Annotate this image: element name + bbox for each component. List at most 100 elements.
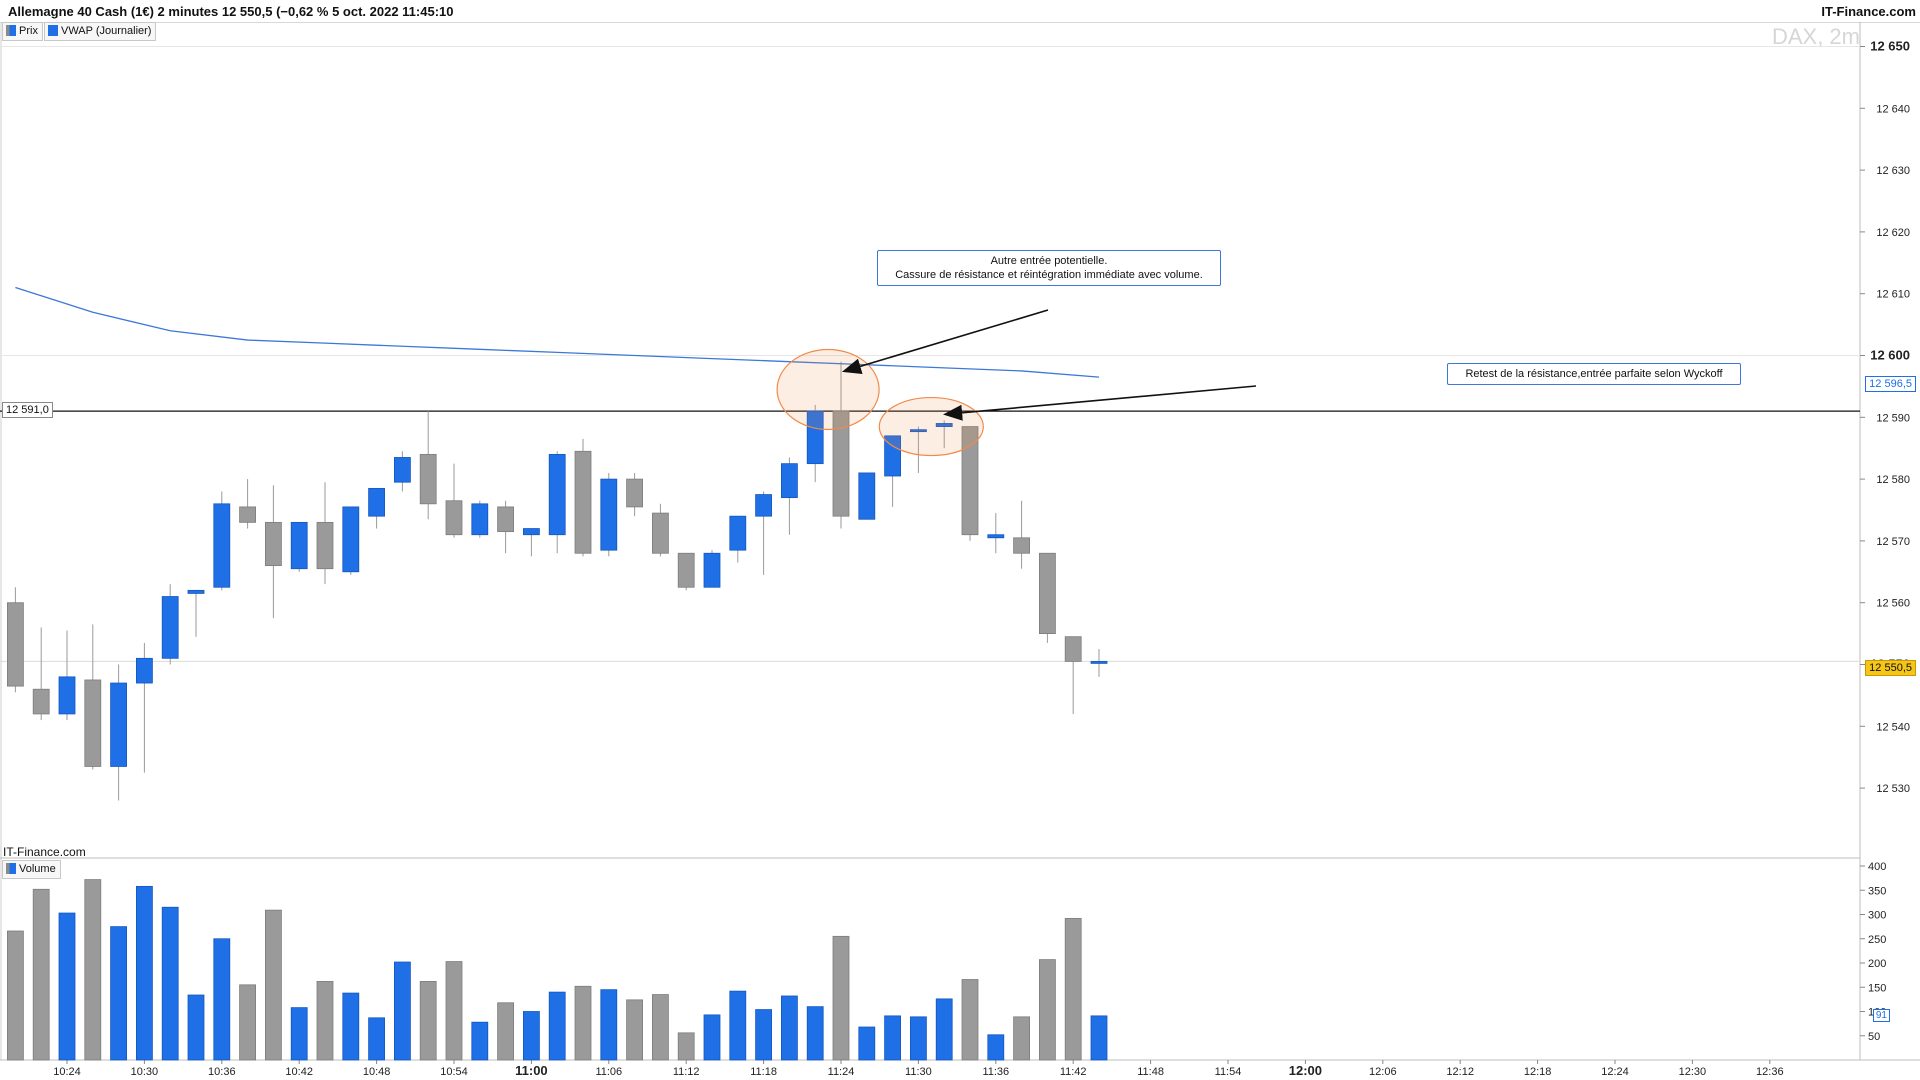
- time-tick-label: 11:06: [595, 1066, 622, 1078]
- volume-bar: [677, 1032, 695, 1061]
- last-price-tag: 12 550,5: [1865, 660, 1916, 676]
- legend-vwap-label: VWAP (Journalier): [61, 25, 152, 37]
- candle-body: [806, 410, 824, 465]
- candle-body: [84, 679, 102, 767]
- volume-bar: [497, 1002, 515, 1061]
- candle-body: [1039, 552, 1056, 635]
- candle-body: [497, 506, 515, 533]
- price-tick-label: 12 630: [1876, 165, 1910, 177]
- volume-icon: [6, 863, 16, 874]
- volume-bar: [935, 998, 953, 1061]
- volume-bar: [961, 979, 979, 1061]
- time-tick-label: 12:06: [1369, 1066, 1397, 1078]
- volume-bar: [290, 1007, 308, 1061]
- time-tick-label: 11:18: [750, 1066, 777, 1078]
- volume-bar: [213, 938, 231, 1061]
- time-tick-label: 11:54: [1215, 1066, 1242, 1078]
- candle-body: [110, 682, 127, 767]
- candle-body: [574, 450, 592, 554]
- volume-bar: [239, 984, 257, 1061]
- candle-body: [290, 521, 308, 570]
- volume-bar: [393, 961, 411, 1061]
- volume-bars: [7, 879, 1108, 1061]
- volume-bar: [600, 989, 618, 1061]
- legend-volume-label: Volume: [19, 863, 56, 875]
- volume-tick-label: 400: [1868, 861, 1886, 873]
- annotation-arrow-retest: [943, 385, 1257, 421]
- candle-body: [368, 487, 386, 517]
- candle-body: [832, 410, 850, 517]
- annotation-callout-retest[interactable]: Retest de la résistance,entrée parfaite …: [1447, 363, 1741, 385]
- volume-bar: [574, 985, 592, 1061]
- highlight-ellipse-breakout: [776, 348, 880, 431]
- price-tick-label: 12 620: [1876, 227, 1910, 239]
- time-axis: 10:24 10:30 10:36 10:42 10:48 10:54 11:00 11:06…: [53, 1060, 1784, 1078]
- candle-body: [935, 423, 953, 427]
- candle-body: [600, 478, 618, 551]
- resistance-level-tag: 12 591,0: [2, 402, 53, 418]
- volume-tick-label: 50: [1868, 1031, 1880, 1043]
- time-tick-label: 10:24: [53, 1066, 81, 1078]
- candle-body: [910, 429, 927, 433]
- legend-vwap[interactable]: VWAP (Journalier): [44, 22, 157, 41]
- price-tick-label: 12 570: [1876, 536, 1910, 548]
- volume-bar: [58, 912, 76, 1061]
- price-tick-label: 12 650: [1870, 39, 1910, 54]
- volume-tick-label: 350: [1868, 885, 1886, 897]
- price-tick-label: 12 590: [1876, 412, 1910, 424]
- volume-bar: [161, 906, 179, 1061]
- time-tick-label: 10:48: [363, 1066, 391, 1078]
- candle-body: [58, 676, 76, 715]
- price-tick-label: 12 560: [1876, 598, 1910, 610]
- volume-bar: [445, 961, 463, 1061]
- volume-bar: [884, 1015, 901, 1061]
- candle-body: [884, 435, 901, 477]
- candles-layer: [7, 361, 1108, 801]
- time-tick-label: 10:36: [208, 1066, 236, 1078]
- volume-bar: [729, 990, 747, 1061]
- candle-body: [393, 457, 411, 483]
- candle-body: [961, 426, 979, 536]
- annotation-callout-breakout[interactable]: Autre entrée potentielle. Cassure de rés…: [877, 250, 1221, 286]
- candle-body: [135, 657, 153, 684]
- volume-bar: [187, 994, 205, 1061]
- volume-bar: [84, 879, 102, 1061]
- time-tick-label: 11:30: [905, 1066, 932, 1078]
- chart-title: Allemagne 40 Cash (1€) 2 minutes 12 550,…: [8, 4, 454, 19]
- volume-bar: [1039, 959, 1056, 1061]
- volume-bar: [7, 930, 24, 1061]
- candle-body: [523, 528, 540, 536]
- candle-body: [32, 688, 50, 715]
- candle-body: [1090, 661, 1108, 664]
- volume-bar: [110, 926, 127, 1061]
- volume-bar: [471, 1021, 489, 1061]
- time-tick-label: 11:00: [515, 1063, 548, 1078]
- candle-body: [1013, 537, 1030, 554]
- candle-body: [213, 503, 231, 588]
- volume-bar: [910, 1016, 927, 1061]
- volume-bar: [548, 991, 566, 1061]
- candle-body: [677, 552, 695, 588]
- candle-body: [755, 494, 772, 517]
- volume-tick-label: 250: [1868, 934, 1886, 946]
- time-tick-label: 12:00: [1289, 1063, 1322, 1078]
- vwap-line: [15, 286, 1100, 378]
- callout-line-2: Cassure de résistance et réintégration i…: [895, 269, 1203, 281]
- symbol-watermark: DAX, 2m: [1771, 24, 1860, 49]
- volume-bar: [652, 994, 669, 1061]
- legend-price[interactable]: Prix: [2, 22, 43, 41]
- volume-bar: [806, 1006, 824, 1061]
- callout-line-1: Autre entrée potentielle.: [990, 255, 1108, 267]
- candle-body: [781, 463, 798, 499]
- volume-bar: [368, 1017, 386, 1061]
- time-tick-label: 12:30: [1679, 1066, 1707, 1078]
- time-tick-label: 10:54: [440, 1066, 468, 1078]
- candle-body: [471, 503, 489, 536]
- time-tick-label: 11:42: [1060, 1066, 1087, 1078]
- legend-volume[interactable]: Volume: [2, 860, 61, 879]
- price-tick-label: 12 640: [1876, 103, 1910, 115]
- annotations-layer: [776, 309, 1257, 457]
- time-tick-label: 12:36: [1756, 1066, 1784, 1078]
